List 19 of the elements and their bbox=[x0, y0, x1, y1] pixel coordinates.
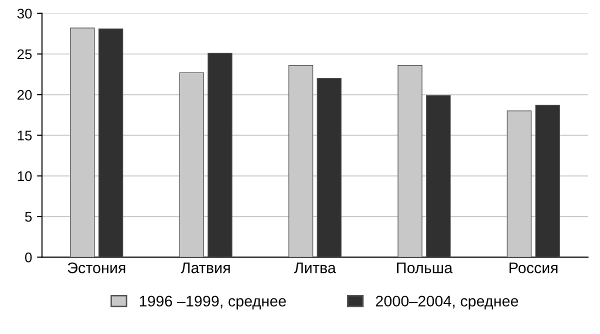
bar bbox=[426, 95, 451, 258]
x-tick-label: Латвия bbox=[180, 262, 230, 274]
y-tick-label: 0 bbox=[25, 252, 32, 262]
bar bbox=[535, 104, 560, 258]
y-tick-label: 30 bbox=[17, 8, 32, 19]
x-tick-label: Литва bbox=[294, 262, 336, 274]
legend-label: 1996 –1999, среднее bbox=[140, 296, 286, 310]
bar bbox=[316, 78, 342, 258]
y-tick-label: 10 bbox=[18, 171, 32, 182]
x-tick-label: Эстония bbox=[68, 262, 126, 274]
bar bbox=[98, 28, 124, 258]
x-tick-label: Польша bbox=[397, 262, 453, 274]
y-tick-label: 15 bbox=[18, 130, 32, 140]
y-tick-label: 20 bbox=[18, 90, 32, 100]
bar bbox=[208, 52, 232, 258]
y-tick-label: 5 bbox=[25, 212, 32, 222]
legend-label: 2000–2004, среднее bbox=[376, 296, 518, 310]
y-tick-label: 25 bbox=[18, 49, 32, 60]
x-tick-label: Россия bbox=[510, 262, 558, 274]
